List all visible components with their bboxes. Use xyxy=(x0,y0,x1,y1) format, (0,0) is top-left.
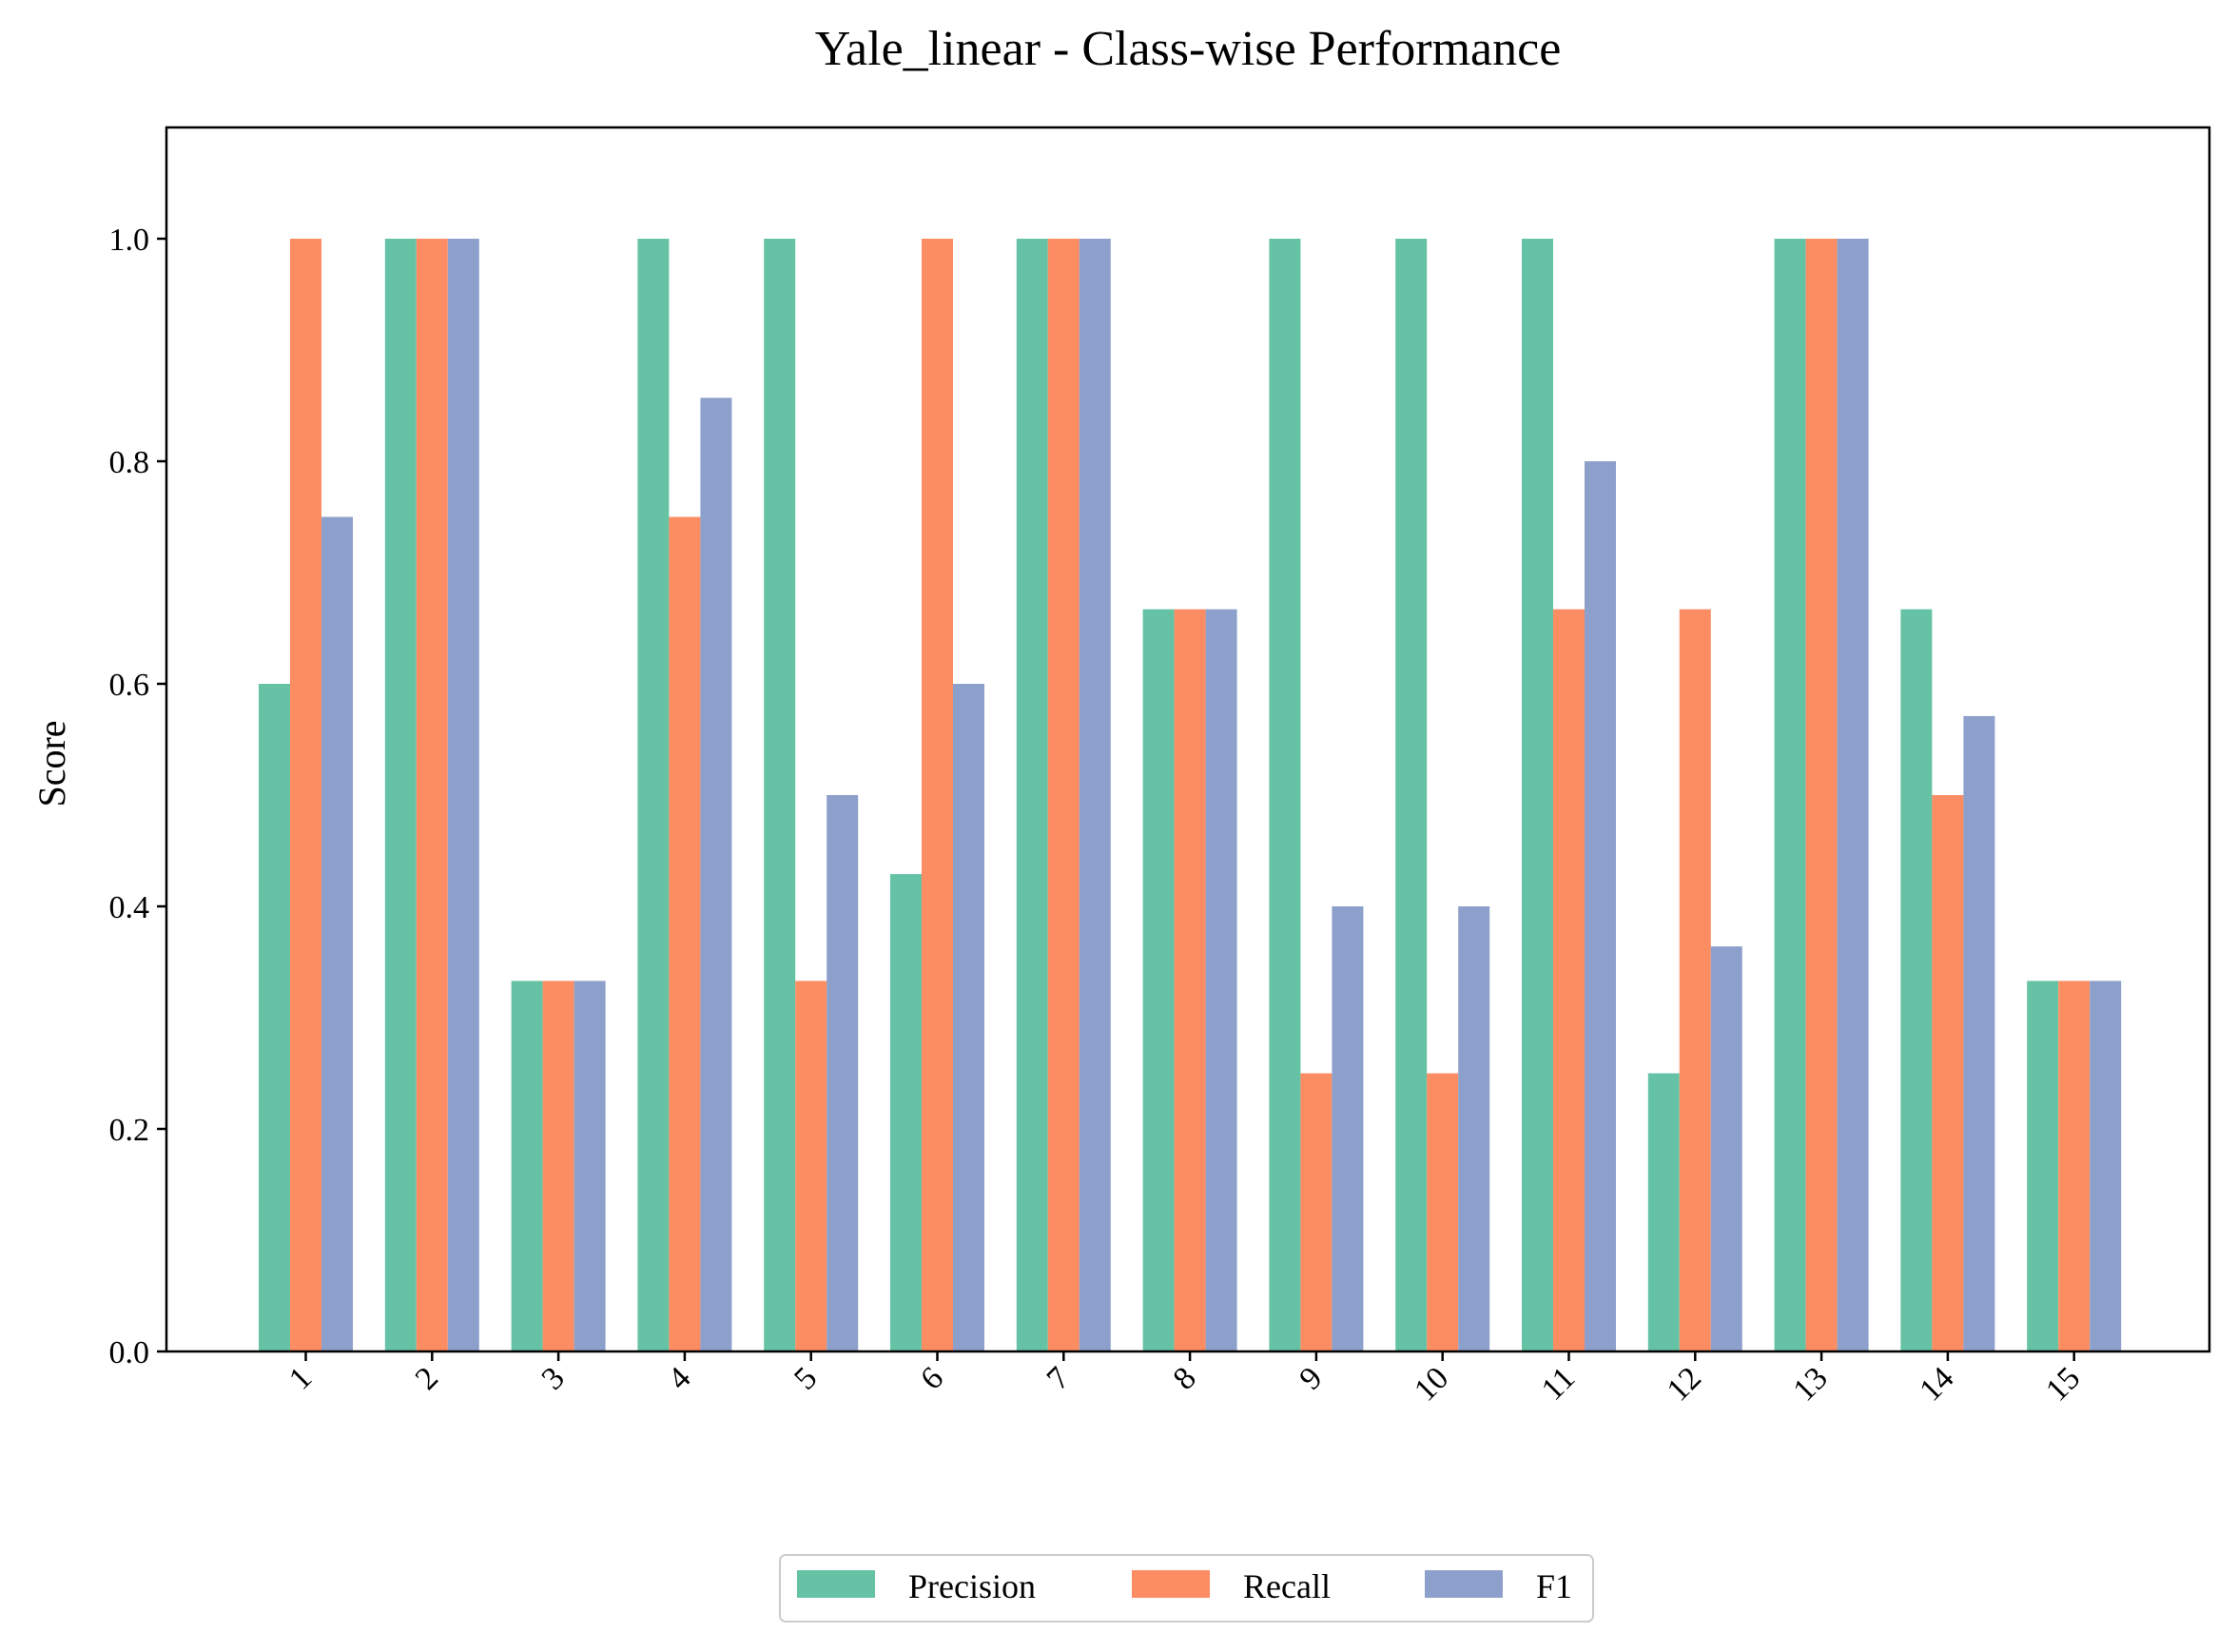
legend-swatch-recall xyxy=(1132,1570,1210,1598)
bar-precision-9 xyxy=(1269,239,1301,1351)
bar-precision-11 xyxy=(1522,239,1553,1351)
bar-f1-3 xyxy=(574,981,606,1351)
bar-recall-14 xyxy=(1932,795,1964,1351)
bar-f1-13 xyxy=(1837,239,1869,1351)
bar-f1-1 xyxy=(321,516,353,1351)
x-tick-label: 10 xyxy=(1408,1360,1455,1408)
bar-f1-9 xyxy=(1332,906,1364,1351)
bar-recall-4 xyxy=(669,516,701,1351)
bar-precision-2 xyxy=(384,239,417,1351)
bar-f1-14 xyxy=(1963,715,1995,1351)
bar-recall-6 xyxy=(922,239,953,1351)
x-tick-label: 9 xyxy=(1293,1360,1329,1396)
bar-f1-15 xyxy=(2090,981,2122,1351)
x-tick-label: 5 xyxy=(788,1360,824,1396)
x-tick-label: 13 xyxy=(1787,1360,1835,1408)
legend: Precision Recall F1 xyxy=(779,1554,1594,1623)
x-tick-label: 2 xyxy=(409,1360,445,1396)
bar-recall-2 xyxy=(416,239,448,1351)
x-tick-label: 14 xyxy=(1913,1360,1960,1408)
bar-precision-1 xyxy=(259,684,290,1351)
x-tick-label: 1 xyxy=(282,1360,319,1396)
bar-precision-6 xyxy=(890,874,922,1351)
x-axis: 1 2 3 4 5 6 7 8 9 10 11 12 13 14 15 xyxy=(282,1351,2087,1409)
bar-recall-10 xyxy=(1427,1073,1459,1351)
bar-f1-12 xyxy=(1710,946,1742,1351)
bar-recall-7 xyxy=(1047,239,1080,1351)
bar-recall-1 xyxy=(290,239,321,1351)
bar-precision-12 xyxy=(1647,1073,1680,1351)
y-tick-label: 0.6 xyxy=(109,668,150,703)
legend-label-precision: Precision xyxy=(908,1567,1036,1605)
legend-label-f1: F1 xyxy=(1536,1567,1572,1605)
bar-f1-8 xyxy=(1205,609,1237,1351)
x-tick-label: 4 xyxy=(661,1360,697,1396)
x-tick-label: 8 xyxy=(1167,1360,1203,1396)
x-tick-label: 12 xyxy=(1661,1360,1708,1408)
y-axis: 0.0 0.2 0.4 0.6 0.8 1.0 xyxy=(109,223,166,1370)
y-tick-label: 0.8 xyxy=(109,445,150,480)
x-tick-label: 6 xyxy=(914,1360,950,1396)
bar-recall-5 xyxy=(795,981,827,1351)
bar-recall-13 xyxy=(1805,239,1838,1351)
chart-title: Yale_linear - Class-wise Performance xyxy=(815,22,1562,76)
bar-recall-3 xyxy=(542,981,574,1351)
y-tick-label: 0.4 xyxy=(109,890,150,925)
y-tick-label: 1.0 xyxy=(109,223,150,258)
y-tick-label: 0.0 xyxy=(109,1335,150,1370)
bar-recall-9 xyxy=(1300,1073,1332,1351)
y-tick-label: 0.2 xyxy=(109,1113,150,1148)
bar-recall-11 xyxy=(1553,609,1585,1351)
bar-f1-11 xyxy=(1585,461,1616,1351)
y-axis-label: Score xyxy=(30,720,73,807)
x-tick-label: 11 xyxy=(1535,1360,1582,1407)
bar-f1-7 xyxy=(1079,239,1111,1351)
bar-recall-8 xyxy=(1174,609,1206,1351)
legend-swatch-precision xyxy=(797,1570,875,1598)
x-tick-label: 7 xyxy=(1041,1360,1077,1396)
bar-precision-8 xyxy=(1142,609,1175,1351)
legend-swatch-f1 xyxy=(1425,1570,1503,1598)
bar-f1-4 xyxy=(700,398,732,1351)
x-tick-label: 3 xyxy=(535,1360,572,1396)
bar-f1-2 xyxy=(447,239,479,1351)
x-tick-label: 15 xyxy=(2039,1360,2087,1408)
bar-precision-14 xyxy=(1900,609,1933,1351)
bar-precision-13 xyxy=(1774,239,1806,1351)
bar-f1-5 xyxy=(827,795,859,1351)
bar-recall-12 xyxy=(1679,609,1711,1351)
bar-precision-5 xyxy=(764,239,796,1351)
bar-precision-7 xyxy=(1016,239,1048,1351)
bar-precision-3 xyxy=(511,981,543,1351)
bar-f1-6 xyxy=(953,684,984,1351)
bar-f1-10 xyxy=(1458,906,1490,1351)
bar-precision-4 xyxy=(637,239,670,1351)
bar-recall-15 xyxy=(2058,981,2091,1351)
bar-precision-15 xyxy=(2027,981,2059,1351)
bars-layer xyxy=(259,239,2122,1351)
legend-label-recall: Recall xyxy=(1243,1567,1331,1605)
bar-precision-10 xyxy=(1395,239,1428,1351)
plot-frame xyxy=(165,126,2211,1353)
